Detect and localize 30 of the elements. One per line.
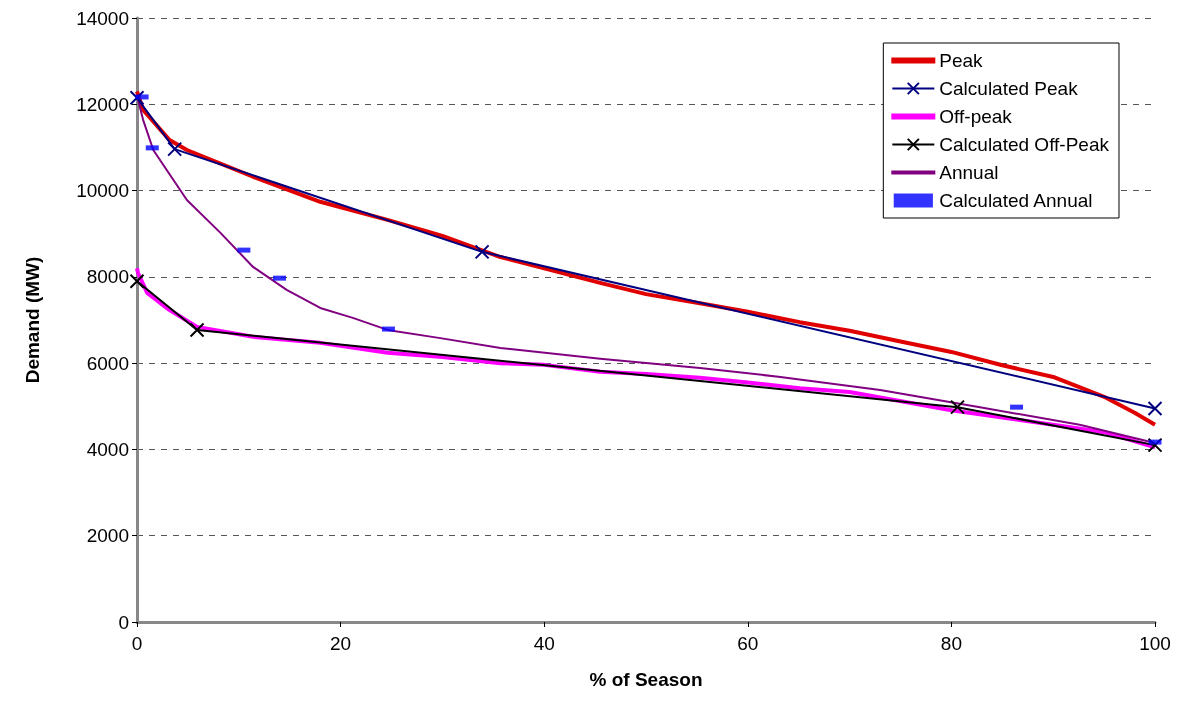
legend-label: Calculated Off-Peak: [939, 134, 1110, 155]
point: [1147, 437, 1163, 453]
y-tick-label: 12000: [76, 93, 129, 115]
y-tick-label: 8000: [86, 266, 129, 288]
point: [950, 399, 966, 415]
y-tick-label: 14000: [76, 7, 129, 29]
point: [167, 141, 183, 157]
point: [474, 244, 490, 260]
legend-label: Calculated Peak: [939, 78, 1079, 99]
y-tick-label: 4000: [86, 438, 129, 460]
x-tick-label: 60: [737, 633, 759, 654]
x-tick-label: 80: [940, 633, 962, 654]
x-axis-title: % of Season: [589, 669, 703, 690]
y-tick-label: 10000: [76, 180, 129, 202]
y-tick-label: 0: [118, 611, 129, 633]
x-tick-label: 0: [131, 633, 143, 654]
y-tick-label: 2000: [86, 525, 129, 547]
x-tick-label: 100: [1139, 633, 1171, 654]
y-axis-title: Demand (MW): [22, 256, 43, 384]
legend-label: Off-peak: [939, 106, 1013, 127]
point: [129, 90, 145, 106]
legend-label: Calculated Annual: [939, 190, 1093, 211]
x-tick-label: 20: [330, 633, 352, 654]
legend-label: Peak: [939, 50, 984, 71]
point: [189, 322, 205, 338]
y-tick-label: 6000: [86, 352, 129, 374]
point: [129, 273, 145, 289]
legend-label: Annual: [939, 162, 999, 183]
x-tick-label: 40: [533, 633, 555, 654]
point: [1147, 400, 1163, 416]
